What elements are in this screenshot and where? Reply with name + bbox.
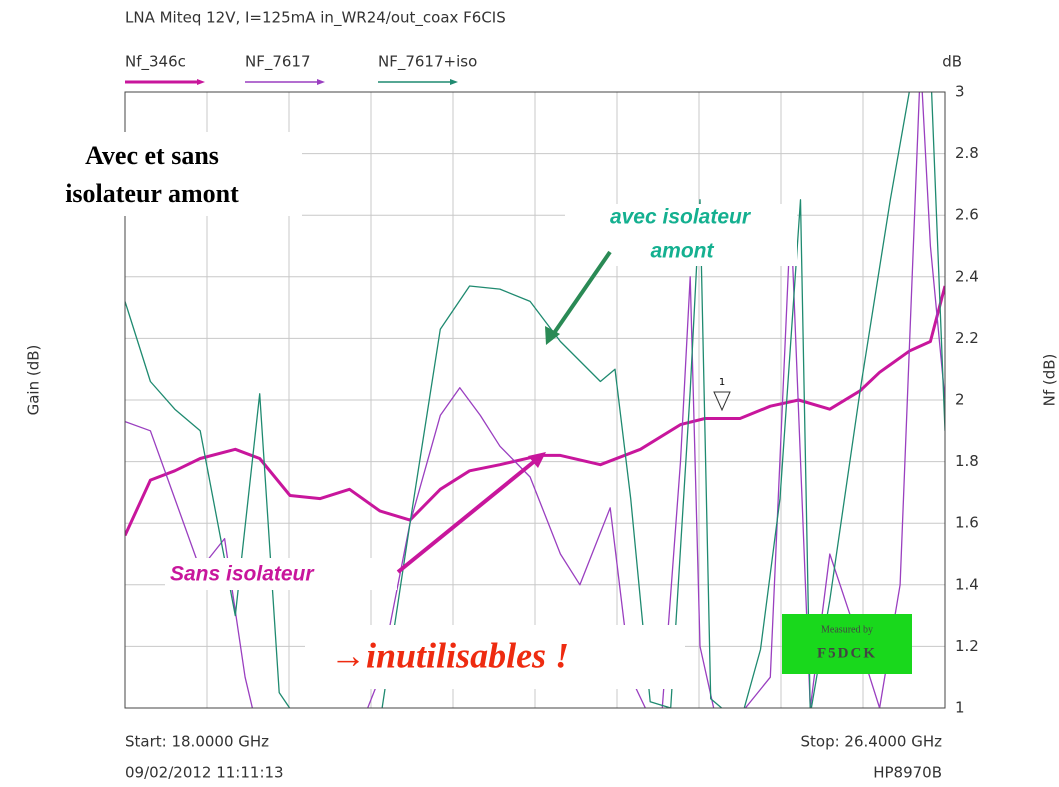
annotation: Avec et sans — [85, 141, 219, 170]
y-right-label: Nf (dB) — [1041, 354, 1059, 407]
y-tick-label: 1 — [955, 699, 965, 717]
y-tick-label: 3 — [955, 83, 965, 101]
series-line — [125, 92, 945, 708]
y-tick-label: 1.6 — [955, 514, 979, 532]
legend-label: NF_7617 — [245, 53, 311, 72]
stop-label: Stop: 26.4000 GHz — [801, 733, 943, 751]
y-tick-label: 2.4 — [955, 267, 979, 285]
y-tick-label: 2.6 — [955, 206, 979, 224]
annotation: Sans isolateur — [170, 563, 315, 586]
annotation-box — [165, 558, 397, 590]
arrow-head — [528, 452, 546, 468]
legend-arrow — [450, 79, 458, 85]
legend-label: NF_7617+iso — [378, 53, 477, 72]
y-left-label: Gain (dB) — [25, 345, 43, 416]
date-label: 09/02/2012 11:11:13 — [125, 764, 284, 782]
annotation: isolateur amont — [65, 179, 239, 208]
annotation-box — [305, 625, 685, 689]
stamp — [782, 614, 912, 674]
marker — [713, 391, 731, 412]
arrow — [396, 458, 538, 574]
plot-frame — [124, 91, 946, 709]
stamp-text: Measured by — [821, 624, 873, 635]
annotation-box — [565, 204, 797, 266]
arrow-head — [545, 326, 560, 345]
legend-arrow — [317, 79, 325, 85]
instrument-label: HP8970B — [873, 764, 942, 782]
annotation: →inutilisables ! — [330, 635, 569, 675]
chart-title: LNA Miteq 12V, I=125mA in_WR24/out_coax … — [125, 9, 506, 28]
y-tick-label: 1.4 — [955, 575, 979, 593]
start-label: Start: 18.0000 GHz — [125, 733, 269, 751]
y-tick-label: 2.2 — [955, 329, 979, 347]
legend-label: Nf_346c — [125, 53, 186, 72]
y-tick-label: 2 — [955, 391, 965, 409]
annotation-box — [20, 132, 302, 216]
y-tick-label: 1.2 — [955, 637, 979, 655]
annotation: amont — [651, 240, 715, 263]
legend-arrow — [197, 79, 205, 85]
y-unit: dB — [942, 53, 962, 71]
marker-label: 1 — [719, 377, 725, 388]
arrow — [550, 250, 612, 338]
y-tick-label: 1.8 — [955, 452, 979, 470]
stamp-text: F5DCK — [817, 645, 877, 661]
y-tick-label: 2.8 — [955, 144, 979, 162]
annotation: avec isolateur — [610, 206, 752, 229]
